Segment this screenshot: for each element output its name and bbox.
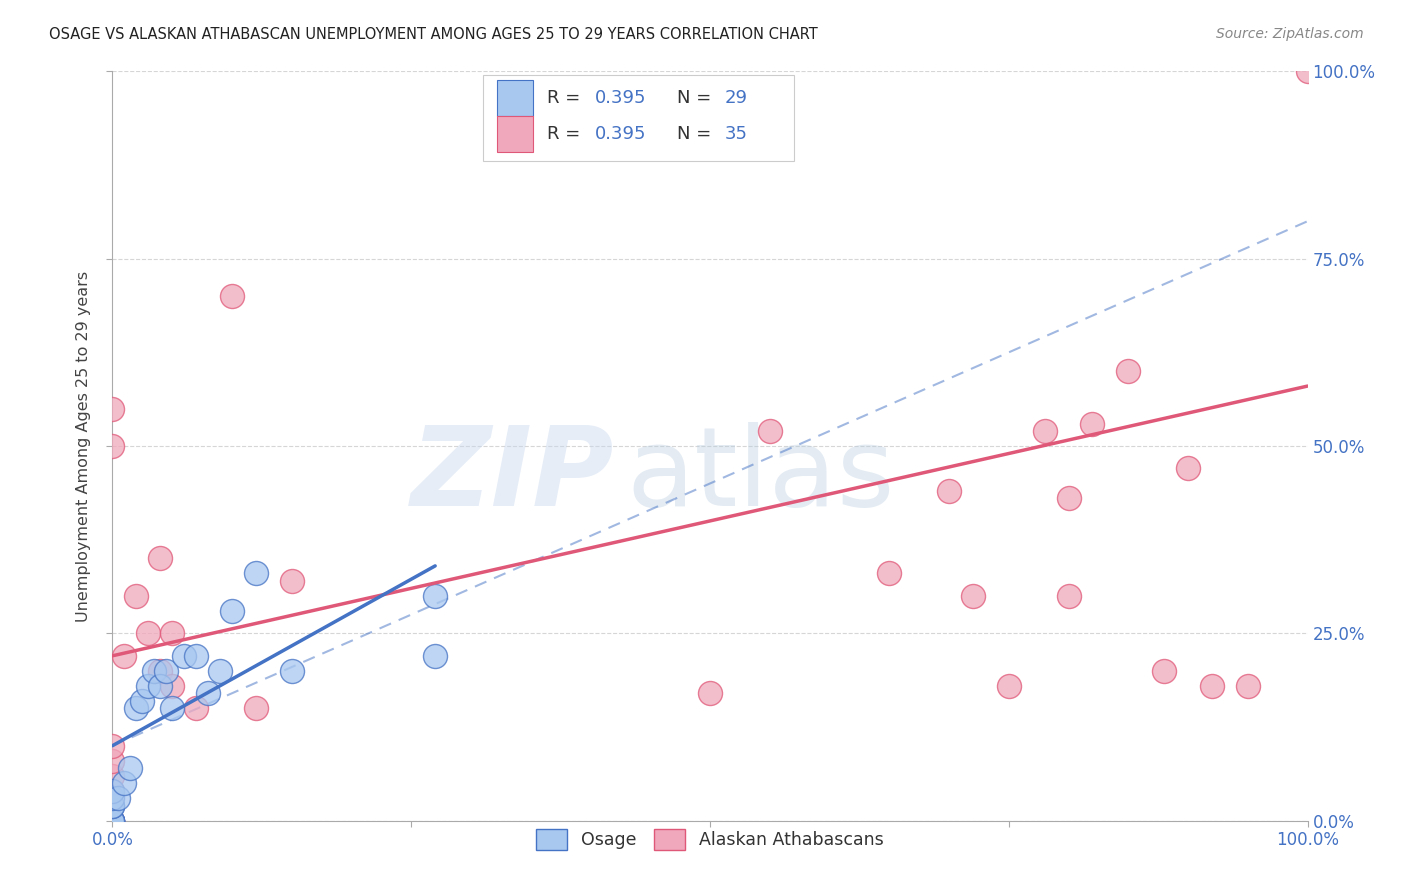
Point — [1033, 424, 1056, 438]
Point — [759, 424, 782, 438]
Point — [101, 814, 124, 828]
Point — [1057, 491, 1080, 506]
Point — [186, 701, 208, 715]
Text: Source: ZipAtlas.com: Source: ZipAtlas.com — [1216, 27, 1364, 41]
Point — [245, 701, 267, 715]
Point — [149, 664, 172, 678]
Point — [1081, 417, 1104, 431]
Point — [1153, 664, 1175, 678]
Point — [101, 814, 124, 828]
Point — [101, 769, 124, 783]
Text: 0.395: 0.395 — [595, 88, 647, 106]
Point — [149, 551, 172, 566]
Point — [186, 648, 208, 663]
Point — [281, 574, 304, 588]
Text: 35: 35 — [724, 125, 748, 143]
Point — [101, 791, 124, 805]
Bar — [498, 116, 533, 152]
Point — [131, 694, 153, 708]
Point — [1237, 679, 1260, 693]
Point — [101, 783, 124, 797]
Point — [879, 566, 901, 581]
Point — [1057, 589, 1080, 603]
Point — [1296, 64, 1319, 78]
Point — [155, 664, 177, 678]
Point — [101, 798, 124, 813]
Point — [197, 686, 219, 700]
Bar — [498, 79, 533, 116]
Point — [101, 814, 124, 828]
Point — [699, 686, 721, 700]
Point — [101, 798, 124, 813]
Point — [114, 648, 135, 663]
Point — [125, 589, 148, 603]
Point — [125, 701, 148, 715]
Point — [101, 401, 124, 416]
Text: atlas: atlas — [627, 423, 894, 530]
Point — [962, 589, 984, 603]
Point — [120, 761, 142, 775]
Text: N =: N = — [676, 88, 717, 106]
Point — [114, 776, 135, 790]
Y-axis label: Unemployment Among Ages 25 to 29 years: Unemployment Among Ages 25 to 29 years — [76, 270, 91, 622]
Point — [425, 589, 447, 603]
Point — [143, 664, 166, 678]
Point — [101, 754, 124, 768]
Point — [245, 566, 267, 581]
Point — [173, 648, 195, 663]
Point — [138, 626, 160, 640]
Point — [221, 604, 243, 618]
Point — [101, 439, 124, 453]
Point — [1118, 364, 1140, 378]
Point — [162, 679, 183, 693]
Text: 29: 29 — [724, 88, 748, 106]
Point — [138, 679, 160, 693]
Bar — [484, 75, 794, 161]
Point — [149, 679, 172, 693]
Point — [101, 739, 124, 753]
Point — [101, 814, 124, 828]
Point — [162, 626, 183, 640]
Point — [1201, 679, 1223, 693]
Text: R =: R = — [547, 88, 586, 106]
Point — [425, 648, 447, 663]
Text: R =: R = — [547, 125, 586, 143]
Point — [221, 289, 243, 303]
Point — [1177, 461, 1199, 475]
Point — [101, 814, 124, 828]
Point — [101, 814, 124, 828]
Point — [107, 791, 129, 805]
Point — [281, 664, 304, 678]
Point — [101, 814, 124, 828]
Point — [938, 483, 960, 498]
Point — [998, 679, 1021, 693]
Legend: Osage, Alaskan Athabascans: Osage, Alaskan Athabascans — [529, 822, 891, 857]
Point — [101, 783, 124, 797]
Point — [209, 664, 232, 678]
Text: OSAGE VS ALASKAN ATHABASCAN UNEMPLOYMENT AMONG AGES 25 TO 29 YEARS CORRELATION C: OSAGE VS ALASKAN ATHABASCAN UNEMPLOYMENT… — [49, 27, 818, 42]
Text: ZIP: ZIP — [411, 423, 614, 530]
Point — [101, 814, 124, 828]
Point — [162, 701, 183, 715]
Text: N =: N = — [676, 125, 717, 143]
Text: 0.395: 0.395 — [595, 125, 647, 143]
